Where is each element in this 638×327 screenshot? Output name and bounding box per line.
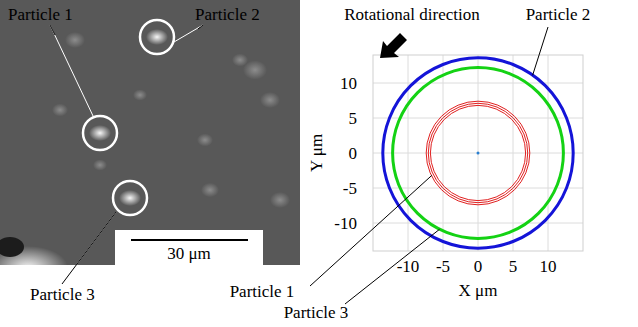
leader-line <box>62 212 116 284</box>
y-tick-label: 0 <box>349 144 358 163</box>
faint-spot <box>260 92 280 108</box>
y-tick-label: 5 <box>349 109 358 128</box>
micrograph: 30 μm <box>0 0 300 265</box>
particle-spot <box>119 190 141 206</box>
series-label: Particle 1 <box>230 282 295 301</box>
faint-spot <box>201 183 219 197</box>
particle-circle <box>83 116 117 150</box>
leader-line <box>62 212 116 284</box>
grid-line <box>478 55 479 251</box>
x-tick-label: -5 <box>436 257 450 276</box>
leader-line <box>533 27 548 75</box>
faint-spot <box>197 134 213 147</box>
grid-line <box>373 118 583 119</box>
particle-label: Particle 1 <box>8 5 73 24</box>
series-label: Particle 3 <box>284 303 349 322</box>
image-background <box>0 0 300 265</box>
particle-circle <box>140 20 174 54</box>
x-tick-label: 5 <box>509 257 518 276</box>
x-axis-label: X μm <box>459 281 498 300</box>
trajectory <box>393 68 564 239</box>
particle-label: Particle 3 <box>30 285 95 304</box>
particle-circle <box>113 181 147 215</box>
dark-spot <box>0 237 24 257</box>
y-tick-label: -10 <box>334 214 357 233</box>
leader-line <box>50 25 94 118</box>
y-tick-label: 10 <box>340 74 357 93</box>
leader-line <box>198 25 203 29</box>
x-tick-label: 0 <box>474 257 483 276</box>
grid-line <box>373 153 583 154</box>
trajectory <box>430 105 525 200</box>
trajectory <box>383 58 573 248</box>
faint-spot <box>65 32 85 48</box>
trajectory <box>428 103 527 202</box>
title: Rotational direction <box>344 5 480 24</box>
leader-line <box>174 25 203 42</box>
faint-spot <box>93 159 107 170</box>
x-tick-label: 10 <box>540 257 557 276</box>
faint-spot <box>133 89 147 100</box>
scale-bar-box <box>115 230 263 265</box>
faint-spot <box>232 54 248 67</box>
leader-line <box>310 175 432 286</box>
faint-spot <box>270 192 290 208</box>
plot-frame <box>373 55 583 251</box>
direction-arrow <box>380 33 407 58</box>
y-tick-label: -5 <box>343 179 357 198</box>
scale-bar <box>131 239 248 241</box>
grid-line <box>373 83 583 84</box>
particle-label: Particle 2 <box>195 5 260 24</box>
grid-line <box>373 223 583 224</box>
faint-spot <box>52 104 68 117</box>
y-axis-label: Y μm <box>307 134 326 172</box>
trajectory <box>426 101 530 205</box>
series-label: Particle 2 <box>526 5 591 24</box>
plot-area <box>383 58 573 248</box>
particle-spot <box>146 29 168 45</box>
grid-line <box>373 188 583 189</box>
particle-spot <box>89 125 111 141</box>
leader-line <box>345 229 440 304</box>
center-point <box>477 152 480 155</box>
leader-line <box>50 25 55 35</box>
scale-bar-label: 30 μm <box>167 244 211 263</box>
